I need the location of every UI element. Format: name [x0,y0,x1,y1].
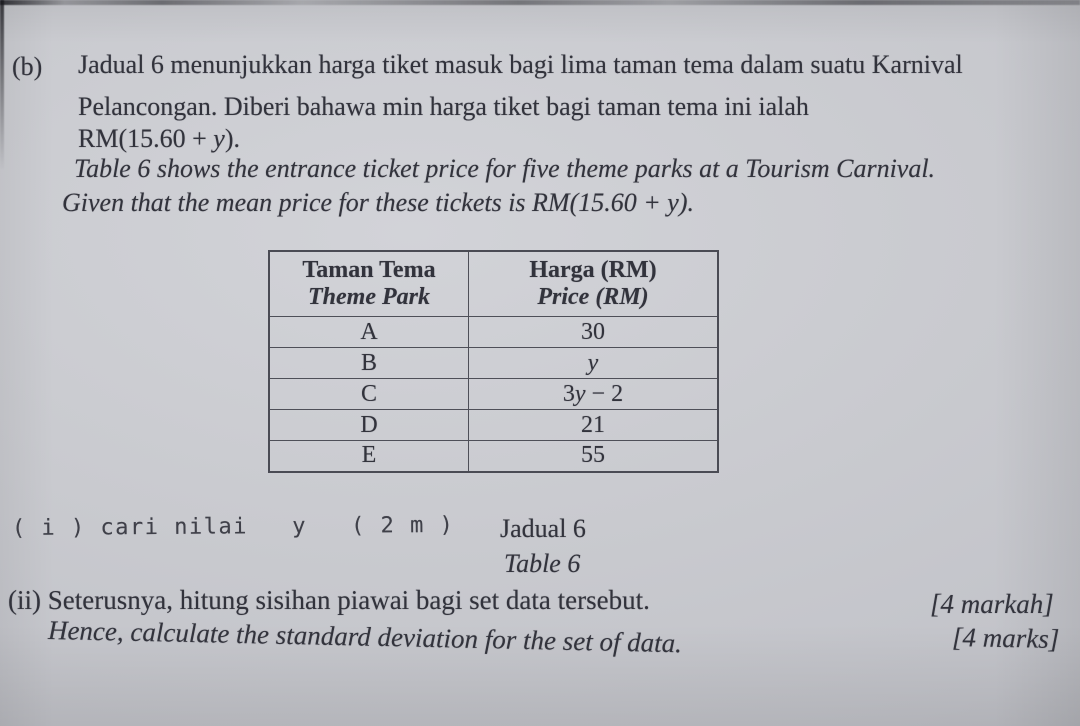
ticket-price-table: Taman Tema Theme Park Harga (RM) Price (… [268,250,719,473]
table-caption-malay: Jadual 6 [500,514,586,543]
park-cell: E [268,440,469,472]
price-value: 30 [581,318,605,345]
header-cell-price: Harga (RM) Price (RM) [468,250,719,317]
table-row: E 55 [268,440,719,472]
price-cell: y [468,347,719,379]
price-cell: 3y − 2 [468,378,719,410]
handwritten-note-part-i: ( i ) cari nilai y ( 2 m ) [11,512,455,541]
mean-suffix: ). [224,124,240,153]
park-cell: A [268,316,469,348]
marks-malay: [4 markah] [930,589,1054,619]
header-park-malay: Taman Tema [302,257,436,283]
price-variable: y [587,349,599,376]
mean-prefix: RM(15.60 + [78,124,214,153]
header-park-english: Theme Park [308,284,430,310]
mean-variable: y [213,124,225,153]
table-row: B y [268,347,719,379]
part-b-label: (b) [12,52,43,81]
header-price-english: Price (RM) [537,284,649,310]
price-cell: 21 [468,409,719,441]
question-english-line1: Table 6 shows the entrance ticket price … [74,154,936,183]
table-row: C 3y − 2 [268,378,719,410]
park-cell: C [268,378,469,410]
question-mean-expression: RM(15.60 + y). [78,122,240,155]
price-value: 55 [581,442,605,469]
marks-english: [4 marks] [951,622,1060,654]
price-cell: 30 [468,316,719,348]
part-ii-malay: (ii) Seterusnya, hitung sisihan piawai b… [8,585,650,615]
photo-top-edge [0,0,1080,5]
table-row: D 21 [268,409,719,441]
table-row: A 30 [268,316,719,348]
park-cell: B [268,347,469,379]
price-variable: y [574,380,586,407]
part-ii-english: Hence, calculate the standard deviation … [47,615,683,659]
header-price-malay: Harga (RM) [529,257,657,283]
table-header-row: Taman Tema Theme Park Harga (RM) Price (… [268,250,719,317]
header-cell-park: Taman Tema Theme Park [268,250,469,317]
price-value: 3 [562,380,575,407]
park-cell: D [268,409,469,441]
price-cell: 55 [468,440,719,472]
question-malay-line2: Pelancongan. Diberi bahawa min harga tik… [78,92,809,121]
question-malay-line1: Jadual 6 menunjukkan harga tiket masuk b… [78,50,963,79]
price-value: 21 [581,411,605,438]
price-rest: − 2 [585,380,624,407]
question-english-line2: Given that the mean price for these tick… [62,188,694,217]
photo-left-edge [0,0,4,170]
table-caption-english: Table 6 [504,549,581,578]
